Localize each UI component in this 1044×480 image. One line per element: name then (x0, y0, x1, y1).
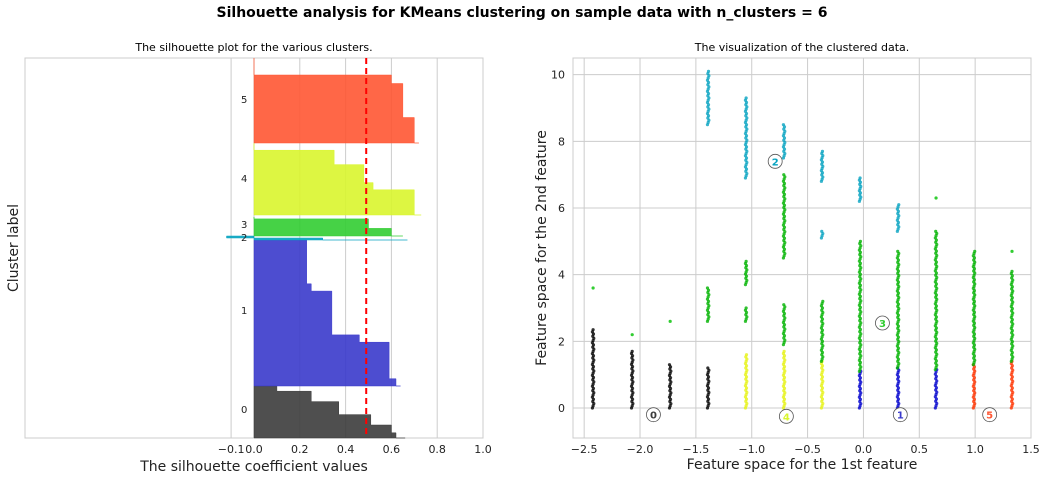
figure-suptitle: Silhouette analysis for KMeans clusterin… (216, 5, 828, 21)
data-point (820, 229, 824, 233)
data-point (858, 239, 863, 243)
data-point (705, 286, 710, 290)
data-point (782, 173, 786, 177)
cluster-center-label: 5 (986, 411, 993, 422)
data-point (1010, 249, 1014, 253)
scatter-x-tick-label: −1.5 (683, 443, 710, 456)
cluster-center-marker (767, 153, 783, 169)
scatter-x-tick-label: −2.0 (627, 443, 654, 456)
data-point (667, 363, 672, 367)
scatter-plot-title: The visualization of the clustered data. (694, 41, 910, 54)
silhouette-band-cluster-2 (226, 235, 408, 241)
data-point (591, 328, 595, 332)
data-point (934, 196, 938, 200)
silhouette-x-tick-label: 0.8 (428, 443, 446, 456)
cluster-center-label: 2 (772, 157, 779, 168)
scatter-y-tick-label: 2 (558, 335, 565, 348)
scatter-x-tick-label: 0.5 (911, 443, 929, 456)
silhouette-band-cluster-5 (253, 58, 419, 144)
scatter-y-tick-label: 10 (551, 69, 565, 82)
cluster-center-marker (778, 408, 794, 424)
silhouette-x-tick-label: 0.6 (383, 443, 401, 456)
scatter-y-tick-label: 8 (558, 135, 565, 148)
silhouette-band-cluster-1 (253, 239, 401, 387)
data-point (706, 69, 711, 73)
silhouette-cluster-label: 1 (241, 306, 247, 317)
data-point (821, 299, 825, 303)
data-point (897, 203, 901, 207)
data-point (781, 123, 786, 127)
data-point (782, 303, 786, 307)
silhouette-cluster-label: 2 (241, 233, 247, 244)
cluster-center-marker (892, 407, 908, 423)
silhouette-x-tick-label: 1.0 (474, 443, 492, 456)
scatter-x-tick-label: 1.5 (1022, 443, 1040, 456)
silhouette-x-tick-label: 0.0 (245, 443, 263, 456)
silhouette-cluster-label: 4 (241, 174, 247, 185)
scatter-y-tick-label: 4 (558, 269, 565, 282)
silhouette-y-axis-label: Cluster label (6, 204, 22, 292)
cluster-center-marker (646, 407, 661, 423)
data-point (896, 249, 900, 253)
data-point (706, 366, 710, 370)
data-point (668, 319, 672, 323)
cluster-center-marker (875, 315, 890, 331)
data-point (744, 259, 748, 263)
scatter-x-axis-label: Feature space for the 1st feature (687, 457, 918, 473)
data-point (973, 249, 977, 253)
cluster-center-label: 4 (783, 412, 790, 423)
scatter-y-tick-label: 0 (558, 402, 565, 415)
silhouette-panel: −0.1 0.0 0.2 0.4 0.6 0.8 1.0 0 1 2 3 4 5 The silhou… (6, 41, 492, 475)
data-point (782, 349, 786, 353)
scatter-x-tick-label: −1.0 (738, 443, 765, 456)
data-point (630, 349, 634, 353)
data-point (630, 333, 634, 337)
silhouette-band-cluster-4 (253, 143, 422, 216)
silhouette-plot-title: The silhouette plot for the various clus… (134, 41, 372, 54)
scatter-y-axis-label: Feature space for the 2nd feature (534, 130, 550, 366)
scatter-y-tick-label: 6 (558, 202, 565, 215)
data-point (744, 353, 749, 357)
data-point (744, 96, 748, 100)
data-point (858, 176, 862, 180)
scatter-x-tick-label: 0.0 (855, 443, 873, 456)
data-point (820, 149, 825, 153)
data-point (744, 306, 748, 310)
scatter-panel: 0 1 2 3 4 5 −2.5 −2.0 −1.5 −1.0 −0.5 0.0 0.5 1.0 1.5 0… (534, 41, 1040, 473)
data-point (934, 229, 938, 233)
silhouette-x-tick-label: 0.2 (291, 443, 309, 456)
silhouette-cluster-label: 5 (241, 95, 247, 106)
cluster-center-marker (982, 407, 998, 423)
cluster-center-label: 1 (897, 411, 904, 422)
scatter-plot-area (572, 57, 1032, 439)
data-point (1010, 269, 1014, 273)
silhouette-x-axis-label: The silhouette coefficient values (139, 459, 368, 475)
scatter-x-tick-label: −2.5 (571, 443, 598, 456)
data-point (591, 286, 595, 290)
cluster-center-label: 0 (650, 411, 657, 422)
silhouette-x-tick-label: −0.1 (218, 443, 245, 456)
cluster-center-label: 3 (879, 319, 886, 330)
scatter-x-tick-label: −0.5 (794, 443, 821, 456)
silhouette-x-tick-label: 0.4 (337, 443, 355, 456)
silhouette-band-cluster-0 (253, 385, 406, 439)
silhouette-cluster-label: 0 (241, 405, 247, 416)
scatter-x-tick-label: 1.0 (966, 443, 984, 456)
silhouette-cluster-label: 3 (241, 220, 247, 231)
